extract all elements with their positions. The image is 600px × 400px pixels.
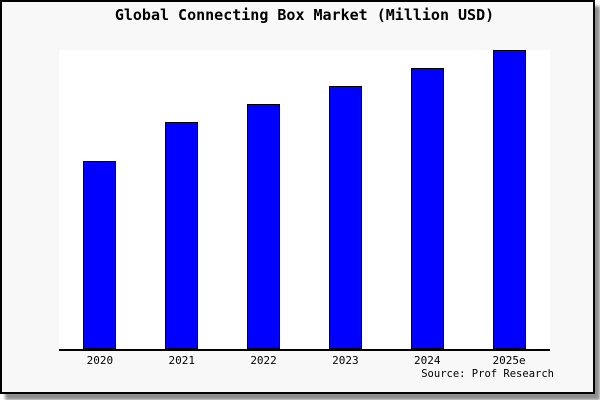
chart-title: Global Connecting Box Market (Million US… — [114, 6, 495, 24]
chart-card: Global Connecting Box Market (Million US… — [0, 0, 595, 394]
bar-slot-2024 — [386, 50, 468, 349]
bar-2025e — [492, 50, 526, 349]
bar-2022 — [247, 103, 281, 349]
x-axis-label-2025e: 2025e — [492, 354, 526, 367]
bar-slot-2021 — [141, 50, 223, 349]
bar-2021 — [165, 121, 199, 349]
bar-2020 — [83, 160, 117, 349]
x-axis-label-2022: 2022 — [250, 354, 277, 367]
bar-2024 — [410, 67, 444, 349]
x-axis-label-2020: 2020 — [86, 354, 114, 367]
bar-slot-2023 — [304, 50, 386, 349]
x-axis-labels: 2020 2021 2022 2023 2024 2025e — [59, 354, 550, 367]
bar-slot-2025e — [468, 50, 550, 349]
x-axis-label-2023: 2023 — [332, 354, 359, 367]
x-axis-label-2024: 2024 — [413, 354, 441, 367]
bar-slot-2022 — [223, 50, 305, 349]
bar-2023 — [328, 85, 362, 349]
bar-slot-2020 — [59, 50, 141, 349]
x-axis-label-2021: 2021 — [168, 354, 195, 367]
plot-area — [59, 50, 550, 351]
source-credit: Source: Prof Research — [421, 368, 554, 380]
